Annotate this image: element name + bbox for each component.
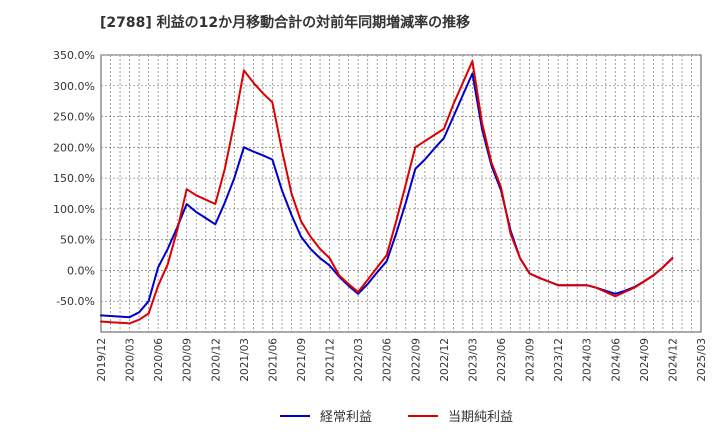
x-tick-label: 2024/09 — [639, 338, 651, 382]
y-tick-label: 100.0% — [53, 203, 95, 216]
legend-label-1: 経常利益 — [320, 410, 372, 425]
x-tick-label: 2024/06 — [610, 338, 622, 382]
y-tick-label: 50.0% — [60, 234, 95, 247]
series-line-2 — [100, 60, 674, 325]
x-tick-label: 2023/03 — [467, 338, 479, 382]
y-tick-label: 0.0% — [67, 264, 95, 277]
x-tick-label: 2022/06 — [382, 338, 394, 382]
x-tick-label: 2021/09 — [296, 338, 308, 382]
x-tick-label: 2025/03 — [696, 338, 708, 382]
x-tick-label: 2022/12 — [439, 338, 451, 382]
x-tick-label: 2023/12 — [553, 338, 565, 382]
x-tick-label: 2020/12 — [210, 338, 222, 382]
x-tick-label: 2024/12 — [667, 338, 679, 382]
legend-label-2: 当期純利益 — [448, 410, 513, 425]
y-tick-label: 250.0% — [53, 111, 95, 124]
x-tick-label: 2022/09 — [410, 338, 422, 382]
chart-title: [2788] 利益の12か月移動合計の対前年同期増減率の推移 — [100, 15, 471, 31]
series-layer — [100, 60, 674, 325]
x-tick-label: 2024/03 — [582, 338, 594, 382]
y-tick-label: -50.0% — [56, 295, 95, 308]
x-tick-label: 2023/09 — [525, 338, 537, 382]
y-tick-label: 150.0% — [53, 172, 95, 185]
x-tick-label: 2019/12 — [96, 338, 108, 382]
y-tick-label: 300.0% — [53, 80, 95, 93]
grid-layer — [100, 54, 702, 333]
y-tick-label: 350.0% — [53, 49, 95, 62]
x-tick-label: 2023/06 — [496, 338, 508, 382]
plot-frame — [100, 54, 702, 333]
legend-layer: 経常利益 当期純利益 — [280, 410, 513, 425]
x-tick-label: 2022/03 — [353, 338, 365, 382]
x-tick-label: 2021/03 — [239, 338, 251, 382]
x-tick-label: 2020/03 — [125, 338, 137, 382]
x-tick-label: 2020/09 — [182, 338, 194, 382]
axis-layer: -50.0% 0.0% 50.0% 100.0% 150.0% 200.0% 250.0% 3… — [53, 49, 708, 382]
x-tick-label: 2020/06 — [153, 338, 165, 382]
x-tick-label: 2021/12 — [325, 338, 337, 382]
y-tick-label: 200.0% — [53, 141, 95, 154]
x-tick-label: 2021/06 — [267, 338, 279, 382]
